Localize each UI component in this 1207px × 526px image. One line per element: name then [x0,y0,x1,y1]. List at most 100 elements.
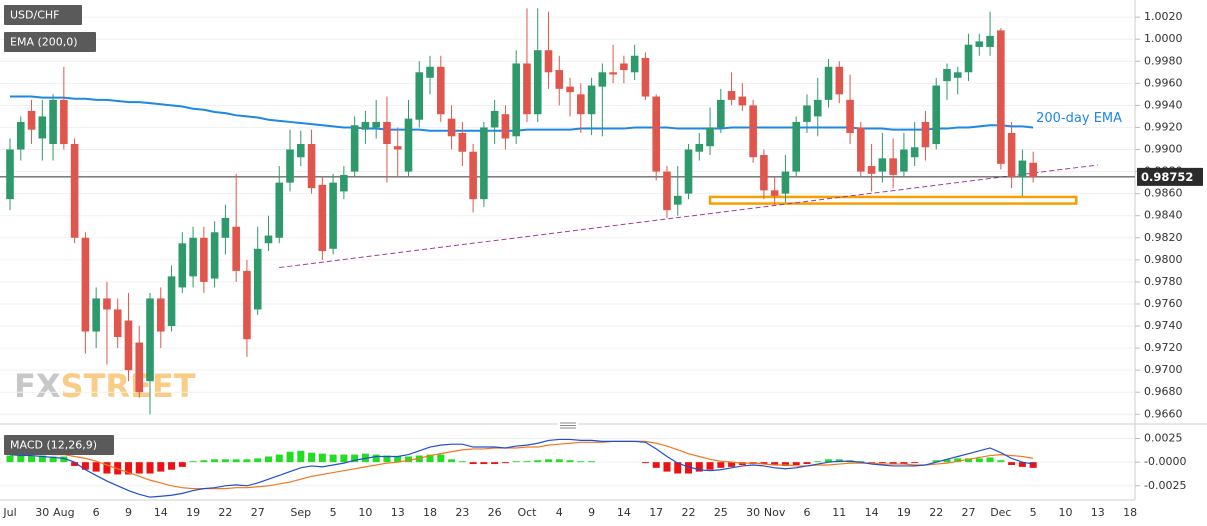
x-tick-label: 27 [962,506,976,519]
macd-line [9,438,1034,498]
candle-body [437,66,445,115]
histogram-bar [512,461,520,463]
histogram-bar [534,460,542,463]
histogram-bar [480,462,488,465]
macd-legend-label[interactable]: MACD (12,26,9) [10,439,97,452]
candle-body [900,149,908,172]
histogram-bar [308,452,316,463]
candle-body [727,91,736,100]
candle-body [512,63,520,137]
y-tick-label: 0.9760 [1144,297,1183,310]
candle-body [167,276,176,327]
candle-body [770,190,779,196]
histogram-bar [146,462,154,474]
histogram-bar [178,462,186,467]
x-tick-label: 27 [251,506,265,519]
histogram-bar [523,461,531,463]
candle-body [803,105,811,122]
histogram-bar [900,462,908,465]
histogram-bar [814,461,822,463]
histogram-bar [157,462,165,472]
x-tick-label: 4 [556,506,563,519]
histogram-bar [943,459,951,463]
x-tick-label: 9 [125,506,132,519]
candle-body [296,144,305,158]
y-tick-label: 0.9920 [1144,120,1183,133]
histogram-bar [394,456,402,463]
candle-body [824,66,833,100]
candle-body [210,232,219,279]
ema-annotation: 200-day EMA [1036,111,1122,126]
histogram-bar [404,456,412,463]
candle-body [781,171,790,194]
candle-body [458,132,467,152]
x-tick-label: 30 [746,506,760,519]
candle-body [232,226,240,271]
x-tick-label: Aug [53,506,74,519]
candle-body [857,127,865,172]
x-tick-label: 6 [803,506,810,519]
y-tick-label: 0.9800 [1144,253,1183,266]
x-tick-label: 5 [1030,506,1037,519]
candle-body [81,237,90,332]
candle-body [652,96,660,172]
x-tick-label: 22 [218,506,232,519]
symbol-label[interactable]: USD/CHF [10,9,60,22]
candle-body [383,121,391,144]
trendline [279,164,1098,269]
histogram-bar [965,458,973,463]
candle-body [846,99,854,133]
candle-body [1029,162,1037,178]
y-tick-label: 0.9900 [1144,143,1183,156]
candle-body [393,146,402,150]
candle-body [480,127,488,200]
candle-body [60,99,68,144]
y-tick-label: 0.9840 [1144,209,1183,222]
candle-body [286,149,294,183]
x-tick-label: 14 [865,506,879,519]
histogram-bar [695,462,703,472]
x-tick-label: 10 [358,506,372,519]
candle-body [867,166,876,174]
histogram-bar [469,462,477,465]
histogram-bar [221,459,229,463]
x-tick-label: Jul [2,506,16,519]
candle-body [673,195,682,205]
x-tick-label: 18 [1123,506,1137,519]
histogram-bar [728,462,736,467]
candle-body [889,158,897,175]
candle-body [641,57,650,97]
candle-body [663,171,671,211]
candle-body [275,182,284,238]
candle-body [146,298,154,382]
histogram-bar [92,462,100,472]
histogram-bar [135,462,143,474]
candle-body [533,50,542,115]
symbol-box[interactable] [4,5,82,25]
candle-body [221,217,230,238]
histogram-bar [501,462,509,464]
support-zone [708,195,1078,205]
candle-body [70,144,79,238]
y-tick-label: 0.9860 [1144,187,1183,200]
histogram-bar [652,462,660,468]
macd-legend-box[interactable] [4,435,114,455]
histogram-bar [781,462,789,466]
candle-body [372,121,380,128]
histogram-bar [588,461,596,463]
y-tick-label: -0.0025 [1144,479,1186,492]
candle-body [975,41,984,47]
histogram-bar [997,460,1005,463]
histogram-bar [825,459,833,463]
x-tick-label: 19 [186,506,200,519]
histogram-bar [6,455,14,463]
histogram-bar [706,462,714,470]
histogram-bar [1008,462,1016,465]
candle-body [630,55,639,73]
histogram-bar [803,462,811,465]
ema-legend-label[interactable]: EMA (200,0) [10,36,78,49]
ema-legend-box[interactable] [4,32,96,52]
watermark-fx: FX [14,367,61,405]
pane-handle[interactable] [558,421,578,429]
candle-body [124,320,133,371]
